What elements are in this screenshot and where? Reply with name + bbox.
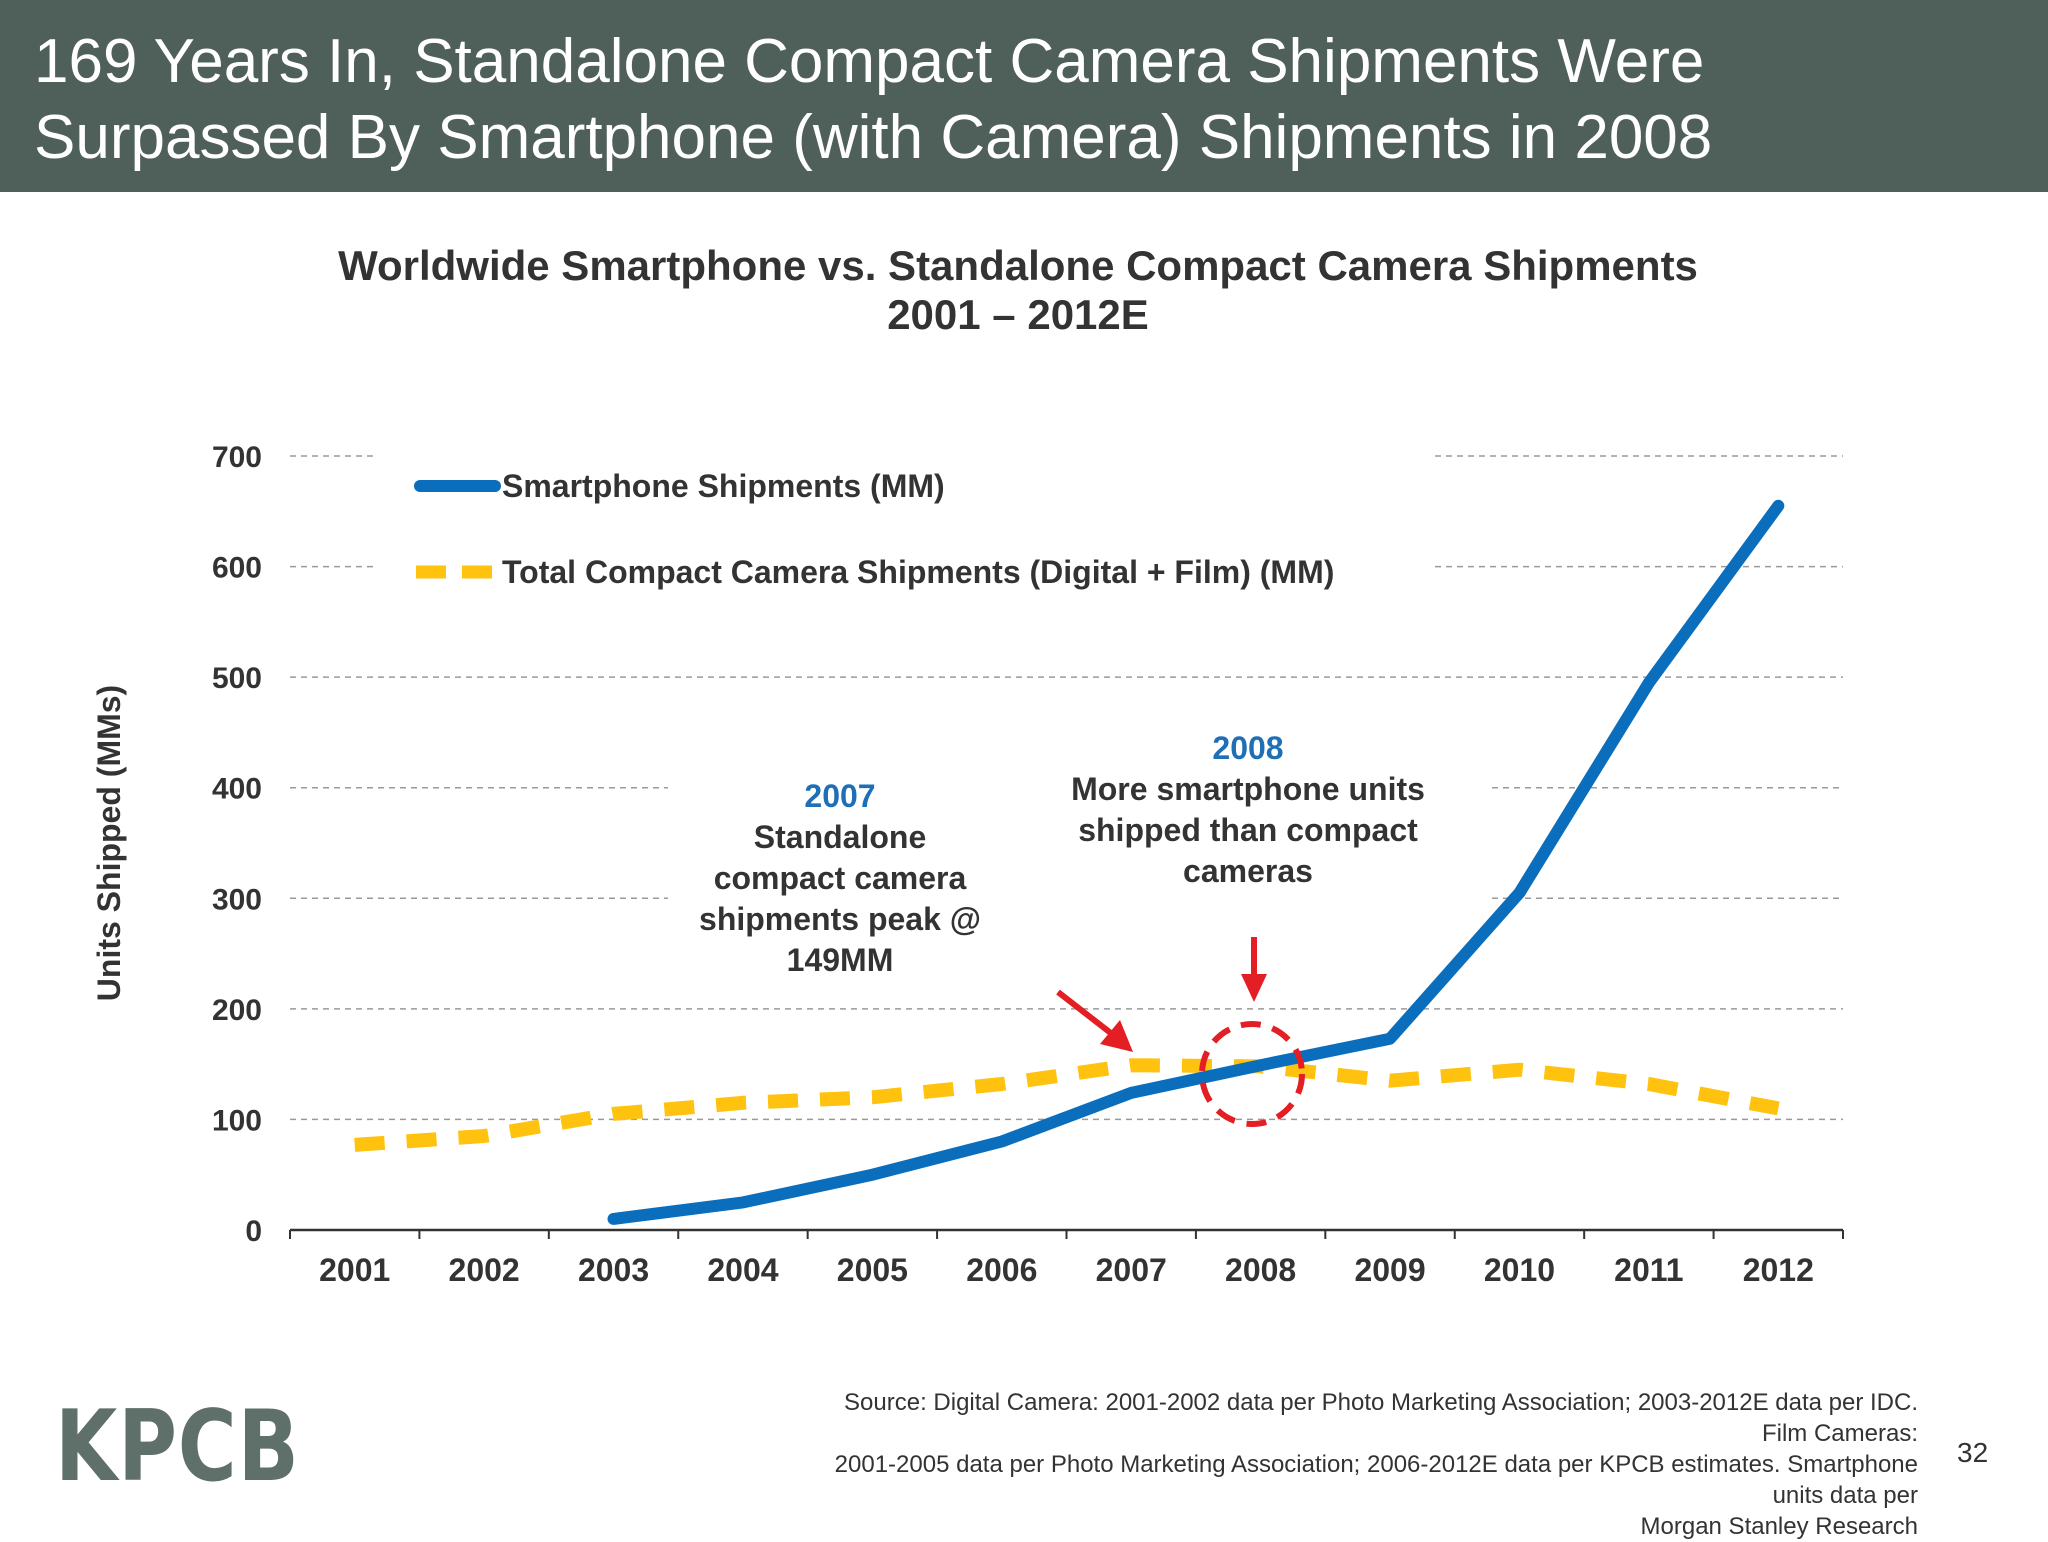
y-tick-label: 0 [245, 1215, 262, 1248]
crossover-annotation-line: cameras [1183, 853, 1313, 889]
page-number: 32 [1957, 1437, 1989, 1468]
x-tick-label: 2012 [1743, 1252, 1814, 1288]
crossover-highlight-circle [1199, 1021, 1305, 1127]
source-line: Morgan Stanley Research [1640, 1513, 1918, 1540]
peak-annotation-line: compact camera [713, 860, 967, 896]
peak-annotation-line: shipments peak @ [699, 901, 981, 937]
crossover-arrow-head [1241, 974, 1267, 1002]
crossover-annotation-line: shipped than compact [1078, 812, 1418, 848]
crossover-annotation-line: More smartphone units [1071, 771, 1425, 807]
x-tick-label: 2008 [1225, 1252, 1296, 1288]
x-tick-label: 2003 [578, 1252, 649, 1288]
legend-camera-label: Total Compact Camera Shipments (Digital … [502, 554, 1334, 590]
crossover-annotation: 2008 More smartphone units shipped than … [1028, 728, 1468, 892]
legend-smartphone-label: Smartphone Shipments (MM) [502, 468, 945, 504]
peak-arrow-shaft [1056, 989, 1114, 1037]
x-tick-label: 2001 [319, 1252, 390, 1288]
peak-annotation-line: Standalone [753, 819, 927, 855]
y-tick-label: 200 [212, 994, 262, 1027]
x-tick-label: 2004 [707, 1252, 778, 1288]
x-tick-label: 2006 [966, 1252, 1037, 1288]
kpcb-logo: KPCB [55, 1390, 300, 1504]
y-axis-title: Units Shipped (MMs) [91, 685, 127, 1001]
peak-annotation: 2007 Standalone compact camera shipments… [660, 776, 1020, 981]
peak-arrow-head [1100, 1020, 1133, 1052]
source-line: 2001-2005 data per Photo Marketing Assoc… [834, 1451, 1918, 1509]
y-tick-label: 500 [212, 662, 262, 695]
camera-series-line [354, 1058, 1780, 1152]
chart-title: Worldwide Smartphone vs. Standalone Comp… [338, 242, 1698, 289]
smartphone-series-line [607, 499, 1785, 1225]
y-tick-label: 100 [212, 1104, 262, 1137]
x-tick-label: 2005 [837, 1252, 908, 1288]
source-note: Source: Digital Camera: 2001-2002 data p… [818, 1387, 1918, 1542]
y-tick-label: 400 [212, 773, 262, 806]
slide-header: 169 Years In, Standalone Compact Camera … [0, 0, 2048, 192]
y-tick-label: 600 [212, 552, 262, 585]
y-tick-label: 700 [212, 441, 262, 474]
x-tick-label: 2009 [1354, 1252, 1425, 1288]
peak-annotation-year: 2007 [804, 778, 876, 814]
chart-subtitle: 2001 – 2012E [887, 291, 1149, 338]
x-tick-label: 2011 [1614, 1252, 1683, 1288]
x-tick-label: 2002 [449, 1252, 520, 1288]
source-line: Source: Digital Camera: 2001-2002 data p… [844, 1389, 1918, 1447]
y-tick-label: 300 [212, 883, 262, 916]
crossover-annotation-year: 2008 [1212, 730, 1284, 766]
slide-title-line-1: 169 Years In, Standalone Compact Camera … [34, 27, 1705, 96]
peak-annotation-line: 149MM [786, 942, 894, 978]
x-tick-label: 2007 [1096, 1252, 1167, 1288]
x-tick-label: 2010 [1484, 1252, 1555, 1288]
slide-title-line-2: Surpassed By Smartphone (with Camera) Sh… [34, 103, 1713, 172]
